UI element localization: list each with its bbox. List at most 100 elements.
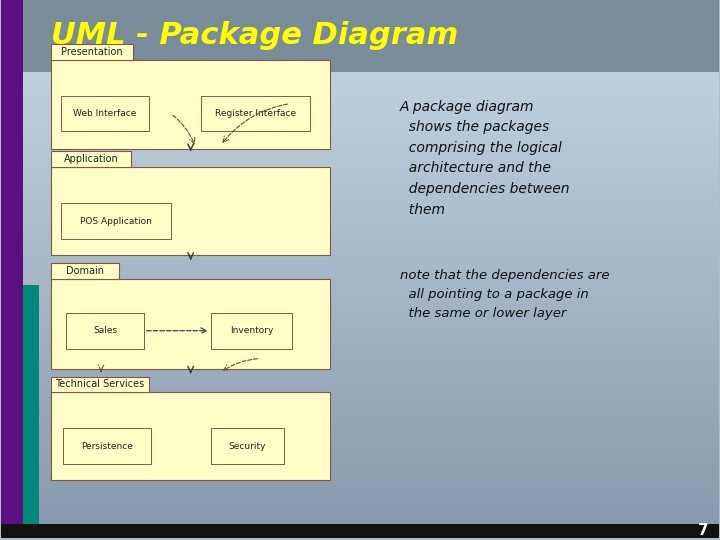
Bar — [1, 78, 719, 79]
Bar — [1, 319, 719, 320]
Bar — [1, 281, 719, 282]
Bar — [1, 177, 719, 178]
Bar — [1, 342, 719, 343]
Bar — [1, 7, 719, 8]
Bar — [1, 478, 719, 479]
Bar — [1, 364, 719, 366]
Bar — [1, 124, 719, 125]
Bar — [1, 257, 719, 258]
Bar — [1, 287, 719, 288]
Bar — [1, 123, 719, 124]
Bar — [1, 148, 719, 150]
Bar — [1, 4, 719, 5]
Bar — [1, 106, 719, 107]
Bar — [1, 3, 719, 4]
Bar — [1, 500, 719, 501]
Bar — [1, 356, 719, 357]
Bar — [1, 298, 719, 299]
Bar — [1, 160, 719, 161]
Bar — [1, 304, 719, 305]
Bar — [1, 524, 719, 538]
Bar — [1, 314, 719, 315]
Text: Web Interface: Web Interface — [73, 109, 137, 118]
Bar — [1, 435, 719, 436]
Bar — [1, 144, 719, 145]
Bar — [1, 167, 719, 168]
Bar — [1, 93, 719, 94]
Bar — [1, 133, 719, 134]
Bar — [1, 477, 719, 478]
Bar — [1, 245, 719, 246]
Bar — [1, 496, 719, 497]
Bar — [1, 63, 719, 64]
Bar — [1, 266, 719, 267]
Bar — [61, 96, 149, 131]
Bar — [1, 19, 719, 20]
Bar — [61, 203, 171, 239]
Bar — [1, 458, 719, 459]
Bar — [1, 411, 719, 413]
Bar — [1, 504, 719, 505]
Bar — [1, 279, 719, 280]
Bar — [1, 399, 719, 400]
Bar — [1, 37, 719, 38]
Bar — [1, 501, 719, 502]
Bar — [1, 84, 719, 85]
Bar — [1, 65, 719, 66]
Bar — [1, 255, 719, 256]
Bar — [1, 25, 719, 26]
Bar — [1, 32, 719, 33]
Bar — [1, 476, 719, 477]
Bar — [1, 427, 719, 428]
Bar — [1, 430, 719, 431]
Bar — [1, 238, 719, 239]
Bar — [1, 6, 719, 7]
Bar — [1, 94, 719, 96]
Bar — [1, 153, 719, 154]
Bar — [1, 86, 719, 87]
Bar — [1, 246, 719, 247]
Bar — [1, 75, 719, 76]
Bar — [1, 345, 719, 346]
Bar — [1, 349, 719, 350]
Bar — [1, 290, 719, 291]
Bar — [1, 522, 719, 523]
Bar — [1, 146, 719, 147]
Bar — [1, 442, 719, 443]
Bar — [1, 188, 719, 189]
Bar — [1, 226, 719, 227]
Bar — [1, 508, 719, 509]
Bar — [1, 359, 719, 360]
Bar — [1, 261, 719, 262]
Bar — [1, 141, 719, 143]
Bar — [1, 350, 719, 352]
Bar — [1, 301, 719, 302]
Bar — [1, 527, 719, 528]
Bar — [1, 166, 719, 167]
Bar — [1, 256, 719, 257]
Bar — [1, 417, 719, 418]
Bar — [1, 461, 719, 462]
Bar — [1, 68, 719, 69]
Bar — [1, 469, 719, 470]
Bar — [1, 220, 719, 221]
Bar — [1, 14, 719, 15]
Bar — [1, 532, 719, 533]
Bar — [1, 31, 719, 32]
Bar — [1, 64, 719, 65]
Bar — [1, 199, 719, 200]
Bar — [1, 234, 719, 235]
Bar — [1, 187, 719, 188]
Bar — [1, 444, 719, 445]
Bar — [1, 289, 719, 290]
Bar — [1, 214, 719, 215]
Bar — [1, 2, 719, 3]
Bar — [1, 129, 719, 130]
Bar — [1, 171, 719, 172]
Bar — [1, 390, 719, 391]
Bar — [1, 363, 719, 364]
Bar — [1, 440, 719, 441]
Bar — [1, 56, 719, 57]
Bar — [1, 42, 719, 43]
Bar — [1, 60, 719, 61]
